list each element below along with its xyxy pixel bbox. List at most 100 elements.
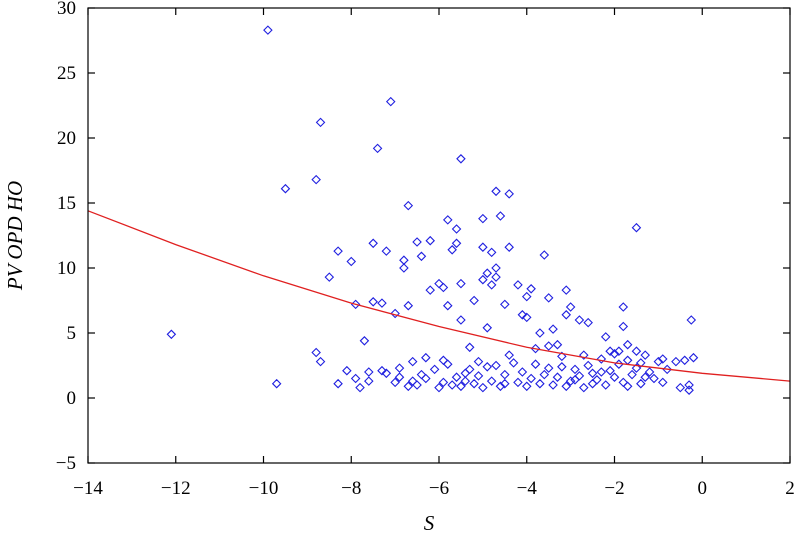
data-point xyxy=(504,350,514,360)
data-point xyxy=(421,352,431,363)
data-point xyxy=(399,255,409,265)
data-point xyxy=(491,263,501,273)
data-point xyxy=(263,25,273,35)
data-point xyxy=(482,362,493,372)
data-point xyxy=(166,329,177,340)
data-point xyxy=(478,274,488,285)
data-point xyxy=(438,377,449,388)
data-point xyxy=(473,356,484,367)
x-tick-label: 2 xyxy=(785,478,794,499)
data-point xyxy=(464,342,475,353)
data-point xyxy=(552,372,563,382)
data-point xyxy=(416,369,427,380)
plot-frame xyxy=(87,7,791,464)
data-point xyxy=(570,364,580,375)
data-point xyxy=(425,285,436,295)
data-point xyxy=(438,355,449,366)
data-point xyxy=(394,363,405,373)
data-point xyxy=(521,312,532,323)
y-tick-label: 30 xyxy=(57,0,76,19)
y-tick-label: 15 xyxy=(57,193,76,214)
data-point xyxy=(561,310,572,320)
data-point xyxy=(583,317,593,328)
x-tick-label: −4 xyxy=(517,478,538,499)
data-point xyxy=(315,117,326,128)
data-point xyxy=(574,371,585,381)
data-point xyxy=(548,380,558,390)
data-point xyxy=(587,368,598,379)
data-point xyxy=(500,378,510,389)
data-point xyxy=(539,250,550,260)
data-point xyxy=(495,381,506,392)
data-point xyxy=(486,247,497,258)
data-point xyxy=(618,302,629,312)
data-point xyxy=(614,346,624,356)
data-point xyxy=(377,365,387,376)
data-point xyxy=(574,315,585,325)
data-point xyxy=(600,332,611,342)
data-point xyxy=(543,363,554,373)
data-point xyxy=(469,295,479,306)
data-point xyxy=(434,278,444,289)
data-point xyxy=(517,310,528,320)
y-tick-label: 20 xyxy=(57,128,76,149)
data-point xyxy=(377,298,387,308)
data-point xyxy=(280,183,291,194)
data-point xyxy=(486,376,497,386)
data-point xyxy=(473,371,484,381)
data-point xyxy=(491,360,501,371)
y-tick-label: 10 xyxy=(57,258,76,279)
data-point xyxy=(342,365,352,376)
ticks-layer xyxy=(87,7,791,464)
data-point xyxy=(368,297,378,307)
data-point xyxy=(403,200,414,211)
data-point xyxy=(407,356,418,367)
data-point xyxy=(688,352,699,363)
data-point xyxy=(491,272,501,282)
data-point xyxy=(684,385,694,395)
x-tick-label: −12 xyxy=(161,478,191,499)
data-point xyxy=(500,299,510,310)
data-point xyxy=(456,315,466,325)
data-point xyxy=(451,238,462,249)
data-point xyxy=(390,377,400,388)
data-point xyxy=(451,372,462,382)
data-point xyxy=(548,324,558,334)
y-tick-label: −5 xyxy=(56,453,76,474)
data-point xyxy=(596,354,607,364)
data-point xyxy=(425,235,436,246)
data-point xyxy=(346,256,357,267)
data-point xyxy=(482,323,493,333)
data-point xyxy=(517,367,528,377)
data-point xyxy=(403,381,414,392)
data-point xyxy=(442,215,453,225)
data-point xyxy=(486,280,497,290)
tick-labels-layer: −14 −12 −10 −8 −6 −4 −2 0 2 −5 0 5 10 15 20 25 30 xyxy=(56,0,794,499)
y-tick-label: 0 xyxy=(67,388,77,409)
data-point xyxy=(478,242,488,252)
y-axis-title: PV OPD HO xyxy=(3,181,27,291)
data-point xyxy=(324,272,335,282)
data-point xyxy=(605,365,615,376)
fit-curve xyxy=(87,210,791,382)
data-point xyxy=(561,285,572,295)
data-point xyxy=(552,339,563,350)
data-point xyxy=(596,367,607,377)
data-point xyxy=(618,321,629,332)
data-point xyxy=(570,375,580,385)
data-point xyxy=(478,382,488,393)
data-point xyxy=(482,268,493,278)
data-point xyxy=(333,246,343,256)
x-tick-label: −6 xyxy=(429,478,449,499)
data-point xyxy=(368,238,378,249)
x-tick-label: 0 xyxy=(698,478,708,499)
data-point xyxy=(530,343,541,354)
data-point xyxy=(456,278,466,289)
data-point xyxy=(333,378,343,389)
data-point xyxy=(609,349,620,359)
data-point xyxy=(535,328,545,338)
data-point xyxy=(504,189,514,199)
data-point xyxy=(671,356,681,367)
data-point xyxy=(442,300,453,311)
